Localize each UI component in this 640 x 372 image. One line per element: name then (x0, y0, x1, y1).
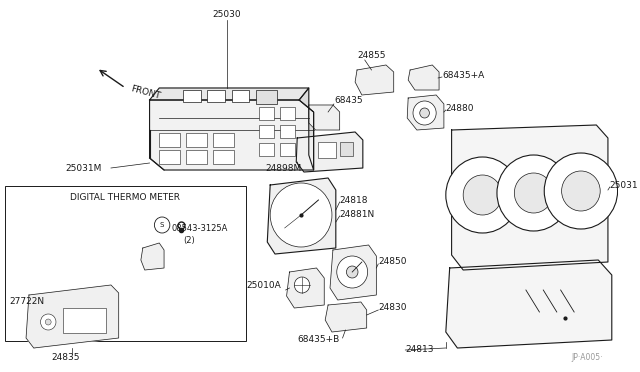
Circle shape (515, 173, 553, 213)
Polygon shape (299, 88, 314, 170)
Bar (63, 308, 106, 333)
Text: 68435+A: 68435+A (442, 71, 484, 80)
Bar (340, 142, 353, 156)
Polygon shape (268, 178, 336, 254)
Polygon shape (287, 268, 324, 308)
Bar (159, 150, 180, 164)
Bar (280, 143, 295, 156)
Text: 25031M: 25031M (66, 164, 102, 173)
Text: 24880: 24880 (446, 103, 474, 112)
Polygon shape (446, 260, 612, 348)
Text: 25030: 25030 (212, 10, 241, 19)
Text: 24830: 24830 (378, 304, 407, 312)
Circle shape (446, 157, 519, 233)
Text: 24818: 24818 (340, 196, 368, 205)
Bar (280, 107, 295, 120)
Bar (159, 133, 180, 147)
Bar (232, 90, 249, 102)
Bar (256, 90, 277, 104)
Polygon shape (408, 65, 439, 90)
Polygon shape (296, 132, 363, 172)
Text: 68435+B: 68435+B (297, 336, 339, 344)
Text: JP·A005·: JP·A005· (572, 353, 603, 362)
Text: 25031: 25031 (610, 180, 639, 189)
Polygon shape (330, 245, 376, 300)
Bar (319, 142, 336, 158)
Text: 27722N: 27722N (10, 298, 45, 307)
Circle shape (270, 183, 332, 247)
Polygon shape (407, 95, 444, 130)
Bar (259, 125, 274, 138)
Text: (2): (2) (183, 235, 195, 244)
Text: 25010A: 25010A (246, 280, 281, 289)
Circle shape (294, 277, 310, 293)
Polygon shape (452, 125, 608, 270)
Circle shape (497, 155, 570, 231)
Text: DIGITAL THERMO METER: DIGITAL THERMO METER (70, 192, 180, 202)
Bar (213, 150, 234, 164)
Polygon shape (325, 302, 367, 332)
Bar (186, 150, 207, 164)
Polygon shape (141, 243, 164, 270)
Circle shape (544, 153, 618, 229)
Circle shape (413, 101, 436, 125)
Text: 24881N: 24881N (340, 209, 375, 218)
Text: 24813: 24813 (405, 346, 434, 355)
Circle shape (45, 319, 51, 325)
Text: S: S (160, 222, 164, 228)
Bar (5, 186, 246, 341)
Text: 68435: 68435 (334, 96, 362, 105)
Bar (259, 143, 274, 156)
Text: 24850: 24850 (378, 257, 407, 266)
Bar (280, 125, 295, 138)
Polygon shape (150, 100, 314, 170)
Polygon shape (26, 285, 118, 348)
Bar (213, 133, 234, 147)
Circle shape (420, 108, 429, 118)
Circle shape (346, 266, 358, 278)
Polygon shape (150, 88, 308, 100)
Text: FRONT: FRONT (129, 85, 161, 101)
Polygon shape (308, 105, 340, 130)
Circle shape (154, 217, 170, 233)
Circle shape (40, 314, 56, 330)
Circle shape (337, 256, 367, 288)
Bar (183, 90, 201, 102)
Circle shape (463, 175, 502, 215)
Bar (207, 90, 225, 102)
Bar (186, 133, 207, 147)
Polygon shape (355, 65, 394, 95)
Circle shape (562, 171, 600, 211)
Text: 24855: 24855 (357, 51, 385, 60)
Text: 08543-3125A: 08543-3125A (172, 224, 228, 232)
Text: 24898M: 24898M (266, 164, 301, 173)
Text: 24835: 24835 (51, 353, 80, 362)
Bar (259, 107, 274, 120)
